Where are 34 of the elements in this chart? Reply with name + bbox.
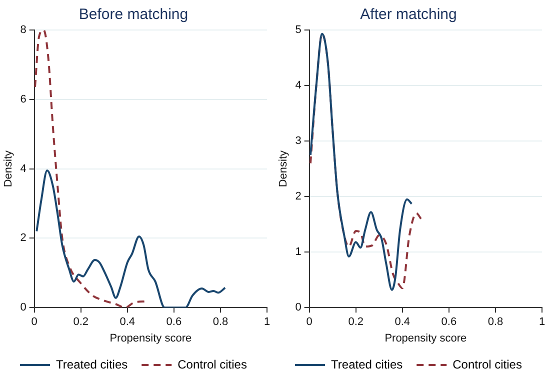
chart-title: After matching xyxy=(360,6,457,24)
x-tick-label: 0.4 xyxy=(120,316,136,328)
x-tick-label: 0.8 xyxy=(488,316,504,328)
x-tick-label: 0.4 xyxy=(394,316,410,328)
chart-title: Before matching xyxy=(78,6,188,24)
y-tick-label: 5 xyxy=(295,24,302,36)
y-tick-label: 2 xyxy=(295,190,302,203)
x-tick-label: 0 xyxy=(306,316,312,328)
legend-label: Treated cities xyxy=(56,357,128,372)
x-axis-title: Propensity score xyxy=(384,332,467,344)
y-tick-label: 0 xyxy=(20,302,26,314)
x-tick-label: 0.2 xyxy=(73,316,89,328)
x-tick-label: 1 xyxy=(264,316,270,328)
legend-label: Control cities xyxy=(452,357,522,372)
x-tick-label: 0.6 xyxy=(441,316,457,328)
x-tick-label: 0.6 xyxy=(166,316,182,328)
y-tick-label: 0 xyxy=(295,302,302,314)
x-tick-label: 1 xyxy=(538,316,546,328)
legend-label: Control cities xyxy=(178,357,247,372)
y-axis-title: Density xyxy=(278,150,290,188)
y-tick-label: 1 xyxy=(295,246,302,258)
y-tick-label: 6 xyxy=(20,93,26,106)
x-axis-title: Propensity score xyxy=(110,332,192,344)
y-tick-label: 2 xyxy=(20,232,26,244)
y-tick-label: 4 xyxy=(295,80,302,92)
y-tick-label: 8 xyxy=(20,24,26,36)
x-tick-label: 0 xyxy=(31,316,38,328)
y-tick-label: 4 xyxy=(20,162,26,175)
legend-label: Treated cities xyxy=(331,357,403,372)
y-axis-title: Density xyxy=(2,150,15,188)
line-series xyxy=(36,170,226,308)
y-tick-label: 3 xyxy=(295,135,302,148)
x-tick-label: 0.2 xyxy=(348,316,364,328)
x-tick-label: 0.8 xyxy=(212,316,228,328)
